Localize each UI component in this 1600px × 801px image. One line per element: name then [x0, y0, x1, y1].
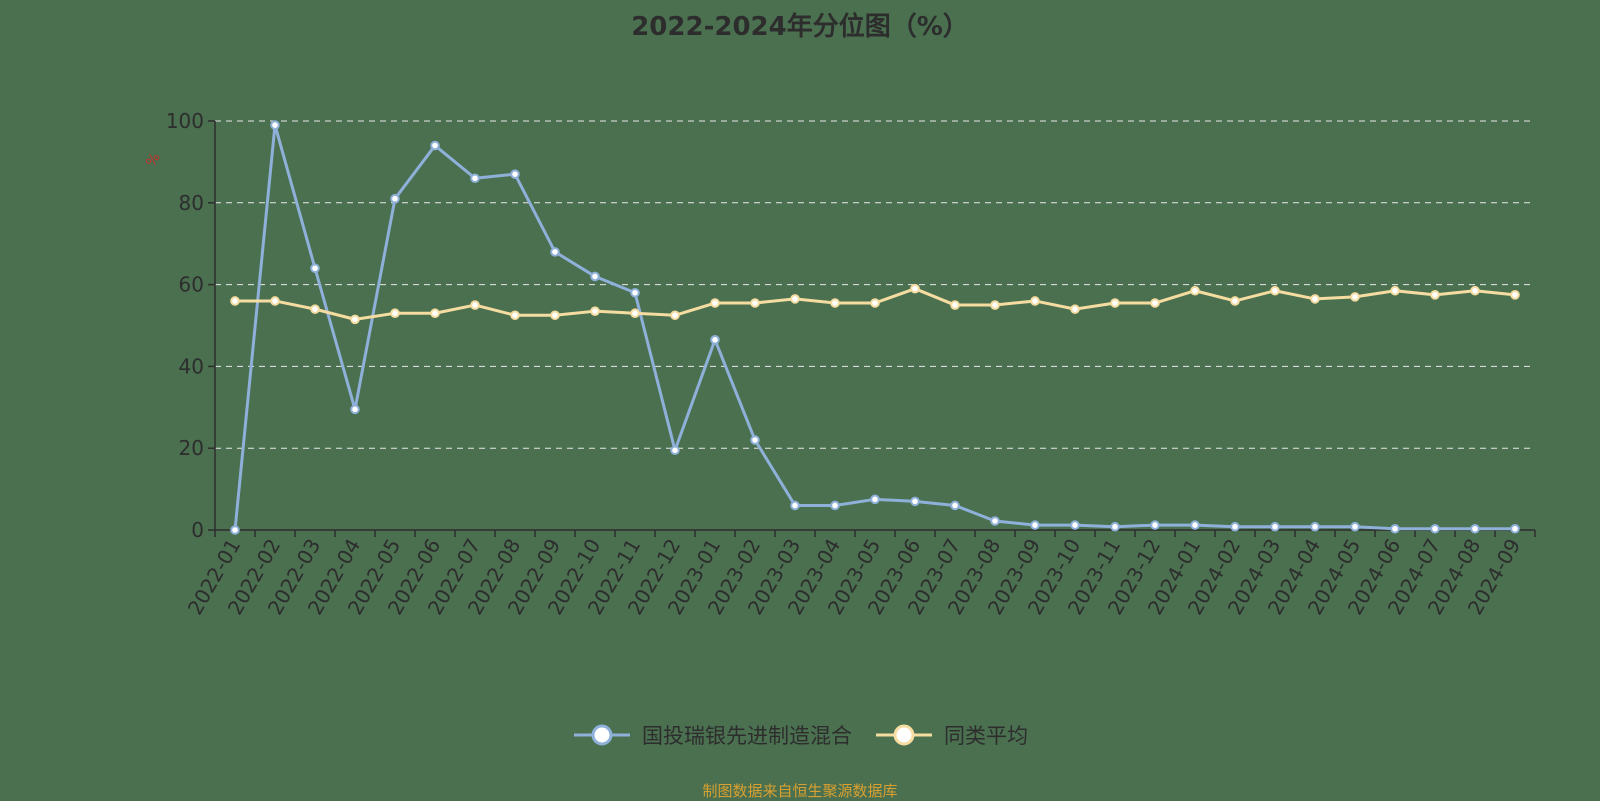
- series-1-point[interactable]: [710, 335, 720, 345]
- series-1-point[interactable]: [1070, 520, 1080, 530]
- series-2-point[interactable]: [550, 310, 560, 321]
- legend-swatch-series-1: [574, 724, 630, 746]
- y-axis-label: %: [143, 150, 164, 170]
- series-2-point[interactable]: [270, 296, 280, 306]
- series-1-point[interactable]: [630, 287, 640, 298]
- series-2-point[interactable]: [350, 314, 360, 325]
- series-2-point[interactable]: [1350, 292, 1360, 302]
- series-1-point[interactable]: [830, 500, 840, 511]
- series-2-point[interactable]: [630, 308, 640, 319]
- series-2-point[interactable]: [310, 304, 320, 314]
- series-2-point[interactable]: [1270, 285, 1280, 296]
- series-2-point[interactable]: [1150, 298, 1160, 308]
- series-2-point[interactable]: [1030, 296, 1040, 306]
- series-1-point[interactable]: [1190, 520, 1200, 530]
- y-tick-label: 0: [191, 518, 204, 542]
- series-2-point[interactable]: [1190, 285, 1200, 296]
- legend: 国投瑞银先进制造混合 同类平均: [0, 720, 1600, 750]
- series-line-1: [233, 123, 1515, 531]
- series-2-point[interactable]: [830, 298, 840, 308]
- series-2-point[interactable]: [590, 306, 600, 316]
- series-2-point[interactable]: [1110, 298, 1120, 308]
- series-1-point[interactable]: [950, 500, 960, 511]
- series-1-point[interactable]: [270, 120, 280, 130]
- series-1-point[interactable]: [1350, 521, 1360, 532]
- series-1-point[interactable]: [750, 435, 760, 445]
- series-1-point[interactable]: [350, 404, 360, 415]
- series-2-point[interactable]: [1390, 285, 1400, 296]
- series-1-point[interactable]: [1430, 523, 1440, 534]
- x-tick-labels: 2022-012022-022022-032022-042022-052022-…: [183, 535, 1526, 619]
- series-1-point[interactable]: [870, 494, 880, 505]
- series-1-point[interactable]: [790, 500, 800, 511]
- series-2-point[interactable]: [430, 308, 440, 319]
- series-2-point[interactable]: [1070, 304, 1080, 314]
- series-1-point[interactable]: [430, 140, 440, 151]
- y-tick-label: 80: [179, 191, 204, 215]
- series-2-point[interactable]: [390, 308, 400, 319]
- series-1-point[interactable]: [1110, 521, 1120, 532]
- series: [230, 120, 1520, 535]
- series-2-point[interactable]: [1470, 285, 1480, 296]
- series-2-point[interactable]: [750, 298, 760, 308]
- series-2-point[interactable]: [710, 298, 720, 308]
- y-tick-label: 40: [179, 354, 204, 378]
- series-1-point[interactable]: [990, 516, 1000, 526]
- series-2-point[interactable]: [670, 310, 680, 321]
- series-1-point[interactable]: [1510, 523, 1520, 534]
- series-1-point[interactable]: [550, 247, 560, 257]
- legend-item-series-1[interactable]: 国投瑞银先进制造混合: [572, 720, 852, 750]
- series-1-point[interactable]: [390, 193, 400, 204]
- series-2-point[interactable]: [950, 300, 960, 310]
- series-2-point[interactable]: [470, 300, 480, 310]
- series-1-point[interactable]: [510, 169, 520, 179]
- series-1-point[interactable]: [1150, 520, 1160, 530]
- series-1-point[interactable]: [230, 525, 240, 535]
- series-2-point[interactable]: [910, 283, 920, 294]
- series-2-point[interactable]: [870, 298, 880, 308]
- legend-label-series-1: 国投瑞银先进制造混合: [642, 724, 852, 748]
- legend-swatch-series-2: [876, 724, 932, 746]
- series-2-point[interactable]: [1230, 296, 1240, 306]
- series-2-point[interactable]: [1510, 290, 1520, 300]
- series-1-point[interactable]: [1310, 521, 1320, 532]
- legend-item-series-2[interactable]: 同类平均: [874, 720, 1028, 750]
- series-1-point[interactable]: [470, 173, 480, 184]
- y-tick-labels: 0 20 40 60 80 100: [166, 109, 204, 542]
- series-2-point[interactable]: [990, 300, 1000, 310]
- chart-title: 2022-2024年分位图（%）: [631, 12, 969, 42]
- series-1-point[interactable]: [1030, 520, 1040, 530]
- series-2-point[interactable]: [1310, 294, 1320, 304]
- series-2-point[interactable]: [1430, 290, 1440, 300]
- series-1-point[interactable]: [670, 445, 680, 456]
- series-1-point[interactable]: [310, 263, 320, 274]
- series-2-point[interactable]: [510, 310, 520, 321]
- gridlines: [215, 120, 1535, 449]
- series-1-point[interactable]: [1470, 523, 1480, 534]
- series-1-point[interactable]: [1230, 521, 1240, 532]
- y-tick-label: 20: [179, 436, 204, 460]
- legend-label-series-2: 同类平均: [944, 724, 1028, 748]
- series-1-point[interactable]: [590, 271, 600, 282]
- series-2-point[interactable]: [790, 294, 800, 304]
- source-note: 制图数据来自恒生聚源数据库: [702, 782, 898, 800]
- y-tick-label: 100: [166, 109, 204, 133]
- series-1-point[interactable]: [1270, 521, 1280, 532]
- y-tick-label: 60: [179, 273, 204, 297]
- series-2-point[interactable]: [230, 296, 240, 306]
- series-1-point[interactable]: [910, 496, 920, 507]
- series-1-point[interactable]: [1390, 523, 1400, 534]
